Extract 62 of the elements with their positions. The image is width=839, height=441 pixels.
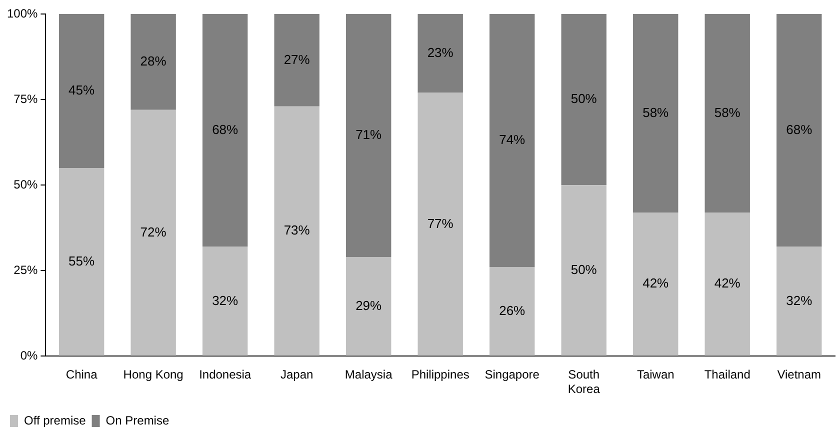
data-label: 77%	[427, 216, 454, 231]
data-label: 68%	[212, 122, 239, 137]
bar	[490, 267, 535, 356]
data-label: 28%	[140, 53, 167, 68]
y-tick-label: 0%	[20, 348, 38, 363]
y-tick-label: 75%	[14, 92, 38, 106]
data-label: 58%	[714, 104, 741, 120]
x-tick-label: Vietnam	[777, 368, 822, 382]
data-label: 58%	[642, 104, 670, 120]
data-label: 50%	[570, 91, 598, 106]
bar	[704, 14, 750, 212]
x-tick-label: Japan	[280, 368, 314, 382]
data-label: 32%	[786, 292, 813, 308]
data-label: 71%	[356, 127, 382, 142]
bar	[274, 14, 320, 106]
bar	[202, 14, 248, 247]
data-label: 23%	[427, 44, 454, 60]
legend-label: On Premise	[106, 413, 170, 428]
y-tick-label: 25%	[14, 262, 38, 277]
data-label: 27%	[284, 52, 310, 67]
data-label: 50%	[570, 262, 598, 277]
bar	[561, 185, 606, 356]
bar	[490, 14, 535, 268]
legend-label: Off premise	[24, 413, 86, 428]
x-tick-label: China	[66, 368, 98, 382]
data-label: 72%	[140, 224, 167, 240]
bar	[274, 106, 320, 356]
bar	[346, 256, 392, 356]
bar	[202, 246, 248, 356]
x-tick-label: Indonesia	[199, 368, 252, 382]
x-tick-label: Malaysia	[344, 368, 393, 382]
data-label: 42%	[714, 276, 741, 291]
bar	[633, 212, 678, 356]
data-label: 45%	[68, 82, 96, 98]
bar	[130, 14, 176, 110]
bar	[58, 168, 104, 356]
bar	[561, 14, 606, 186]
bar	[58, 14, 104, 168]
bar	[776, 246, 822, 356]
bar	[418, 14, 463, 93]
x-tick-label: Hong Kong	[123, 368, 184, 382]
data-label: 74%	[499, 132, 526, 148]
x-tick-label: South Korea	[568, 368, 600, 396]
x-tick-label: Philippines	[411, 368, 470, 382]
data-label: 42%	[642, 276, 670, 291]
data-label: 55%	[68, 253, 96, 268]
data-label: 32%	[212, 292, 239, 308]
bar	[130, 110, 176, 356]
bar	[633, 14, 678, 212]
y-tick-label: 100%	[6, 6, 38, 20]
y-tick-label: 50%	[14, 177, 38, 192]
x-tick-label: Thailand	[704, 368, 750, 382]
bar	[776, 14, 822, 247]
data-label: 73%	[284, 222, 310, 238]
x-tick-label: Singapore	[484, 368, 540, 382]
bar	[418, 92, 463, 356]
bar	[346, 14, 392, 257]
data-label: 68%	[786, 122, 813, 137]
x-tick-label: Taiwan	[636, 368, 674, 382]
bar	[704, 212, 750, 356]
data-label: 29%	[356, 298, 382, 313]
data-label: 26%	[499, 303, 526, 318]
